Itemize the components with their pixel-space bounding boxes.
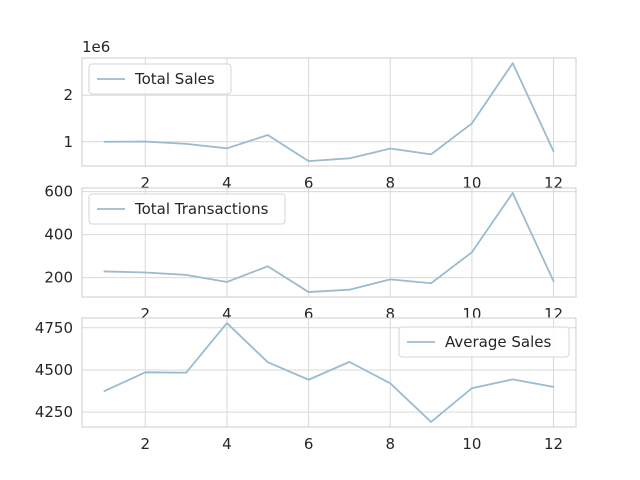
x-tick-label: 6 — [304, 435, 314, 453]
x-tick-label: 2 — [141, 174, 151, 192]
legend: Total Sales — [88, 63, 232, 95]
y-tick-label: 1 — [63, 133, 73, 151]
x-tick-label: 8 — [385, 435, 395, 453]
x-tick-label: 8 — [385, 305, 395, 323]
x-tick-label: 10 — [462, 435, 481, 453]
y-tick-label: 4500 — [35, 361, 73, 379]
legend-label: Total Sales — [134, 70, 215, 88]
axes-frame — [81, 57, 577, 167]
y-tick-label: 4250 — [35, 403, 73, 421]
legend-label: Average Sales — [445, 333, 551, 351]
legend-label: Total Transactions — [134, 200, 269, 218]
axes-frame — [81, 187, 577, 298]
series-line — [103, 322, 555, 423]
subplot-3: 2 4 6 8 10 12 4250 4500 4750 Average Sales — [35, 317, 577, 453]
x-tick-label: 4 — [222, 435, 232, 453]
x-tick-label: 8 — [385, 174, 395, 192]
y-tick-label: 400 — [44, 226, 73, 244]
axes-frame — [81, 317, 577, 428]
y-tick-label: 4750 — [35, 319, 73, 337]
legend: Total Transactions — [88, 193, 286, 225]
legend-box — [398, 326, 570, 358]
legend: Average Sales — [398, 326, 570, 358]
x-tick-label: 2 — [141, 305, 151, 323]
x-tick-label: 12 — [544, 435, 563, 453]
series-line — [103, 192, 555, 293]
y-tick-label: 200 — [44, 269, 73, 287]
series-line — [103, 62, 555, 163]
y-tick-label: 600 — [44, 183, 73, 201]
y-offset-text: 1e6 — [82, 38, 110, 56]
x-tick-label: 4 — [222, 174, 232, 192]
x-tick-label: 2 — [141, 435, 151, 453]
x-tick-label: 6 — [304, 305, 314, 323]
y-tick-label: 2 — [63, 86, 73, 104]
x-tick-label: 4 — [222, 305, 232, 323]
legend-box — [88, 63, 232, 95]
legend-box — [88, 193, 286, 225]
x-tick-label: 6 — [304, 174, 314, 192]
